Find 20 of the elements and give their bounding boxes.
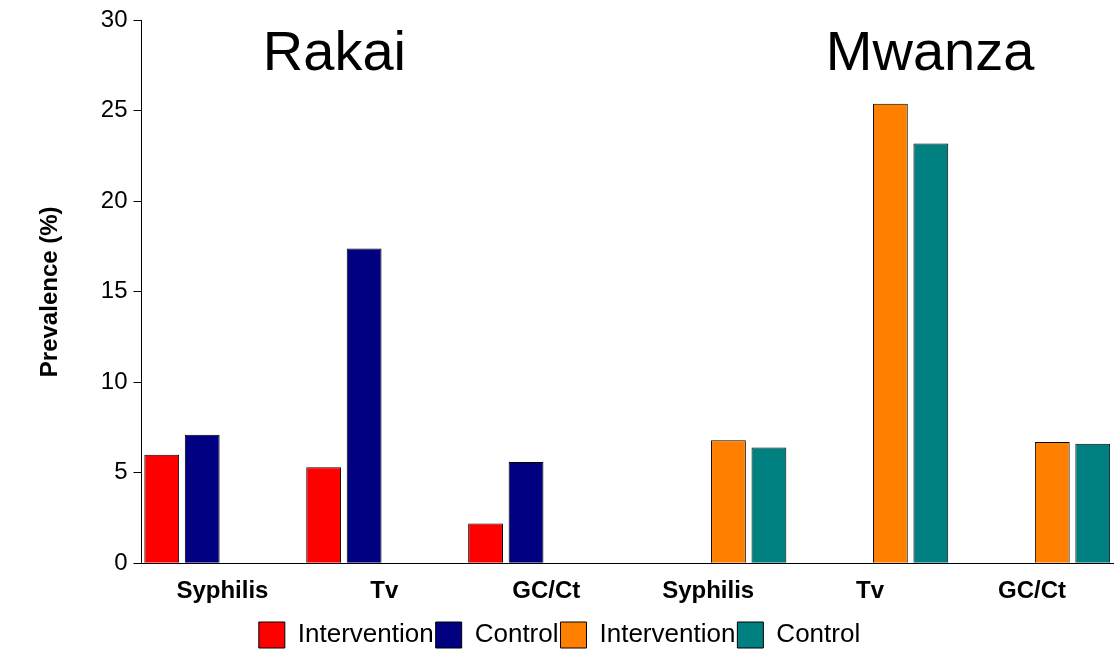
x-tick-label: Syphilis <box>662 576 755 604</box>
x-tick-label: GC/Ct <box>998 576 1067 604</box>
x-tick-label: Tv <box>370 576 400 604</box>
x-tick-label: Syphilis <box>176 576 269 604</box>
legend-label: Intervention <box>599 618 736 649</box>
y-axis-title: Prevalence (%) <box>35 206 63 378</box>
legend-label: Control <box>474 618 559 649</box>
y-tick-label: 10 <box>100 366 128 394</box>
x-tick-label: GC/Ct <box>512 576 581 604</box>
annotation: Rakai <box>262 18 406 82</box>
y-tick-label: 0 <box>114 547 128 575</box>
x-tick-label: Tv <box>856 576 885 604</box>
legend-label: Intervention <box>297 618 434 649</box>
y-tick-label: 15 <box>100 276 128 304</box>
annotation: Mwanza <box>825 18 1036 82</box>
y-tick-label: 20 <box>100 185 128 213</box>
legend-label: Control <box>776 618 861 649</box>
y-tick-label: 5 <box>114 457 128 485</box>
y-tick-label: 30 <box>100 5 128 33</box>
y-tick-label: 25 <box>100 95 128 123</box>
